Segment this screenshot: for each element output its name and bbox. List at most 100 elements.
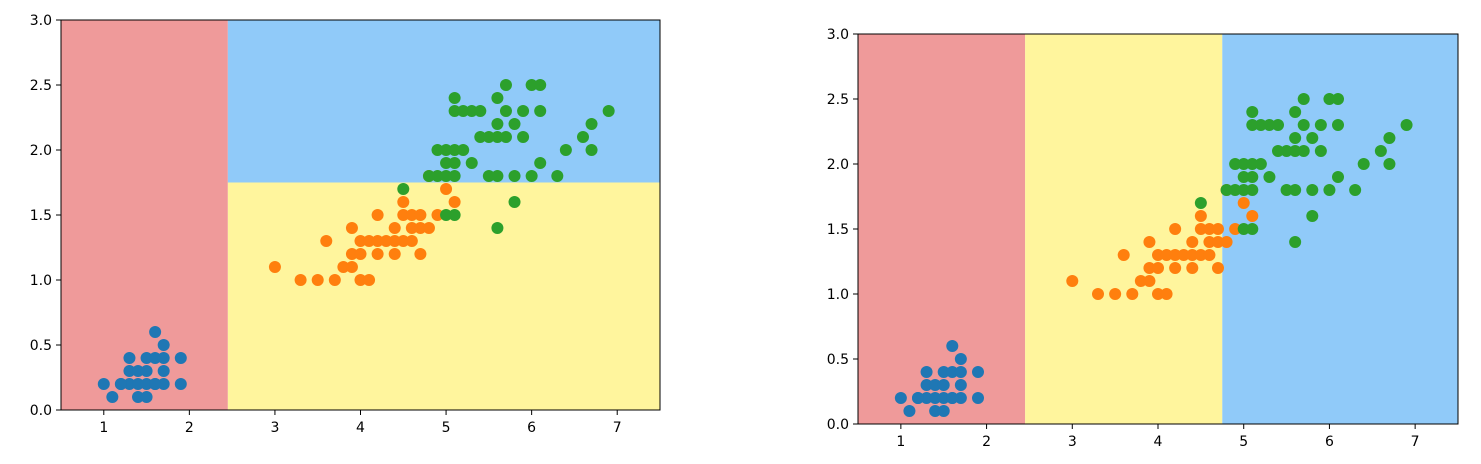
y-tick-label: 3.0 bbox=[30, 13, 52, 29]
data-point bbox=[1143, 275, 1156, 287]
y-tick-label: 2.0 bbox=[30, 143, 52, 159]
data-point bbox=[1297, 93, 1310, 105]
data-point bbox=[1229, 158, 1242, 170]
data-point bbox=[972, 392, 984, 404]
y-tick-label: 1.0 bbox=[30, 273, 52, 289]
data-point bbox=[1289, 132, 1302, 144]
data-point bbox=[311, 274, 324, 286]
data-point bbox=[440, 144, 453, 156]
data-point bbox=[431, 170, 444, 182]
data-point bbox=[1306, 184, 1319, 196]
data-point bbox=[132, 378, 145, 390]
data-point bbox=[1246, 106, 1259, 118]
data-point bbox=[1212, 236, 1224, 248]
data-point bbox=[422, 222, 435, 234]
series-1 bbox=[1066, 184, 1259, 300]
data-point bbox=[1152, 262, 1164, 274]
data-point bbox=[1332, 93, 1344, 105]
data-point bbox=[1134, 275, 1147, 287]
data-point bbox=[954, 366, 967, 378]
data-point bbox=[1194, 197, 1207, 209]
data-point bbox=[1237, 184, 1250, 196]
data-point bbox=[1357, 158, 1370, 170]
data-point bbox=[1237, 197, 1250, 209]
data-point bbox=[576, 131, 589, 143]
data-point bbox=[345, 261, 358, 273]
y-tick-label: 0.5 bbox=[30, 338, 52, 354]
data-point bbox=[929, 392, 942, 404]
data-point bbox=[1169, 223, 1182, 235]
decision-region bbox=[1025, 34, 1223, 424]
x-tick-label: 4 bbox=[1154, 434, 1163, 450]
data-point bbox=[491, 222, 504, 234]
data-point bbox=[1186, 262, 1199, 274]
data-point bbox=[1246, 171, 1259, 183]
data-point bbox=[602, 105, 615, 117]
data-point bbox=[1237, 158, 1250, 170]
data-point bbox=[1203, 223, 1216, 235]
data-point bbox=[1186, 236, 1199, 248]
data-point bbox=[1246, 119, 1259, 131]
data-point bbox=[559, 144, 572, 156]
x-tick-label: 4 bbox=[356, 420, 365, 436]
data-point bbox=[123, 378, 136, 390]
data-point bbox=[457, 105, 470, 117]
data-point bbox=[149, 352, 162, 364]
data-point bbox=[440, 209, 453, 221]
data-point bbox=[1152, 288, 1164, 300]
data-point bbox=[585, 144, 598, 156]
data-point bbox=[448, 92, 461, 104]
data-point bbox=[440, 170, 453, 182]
data-point bbox=[448, 144, 461, 156]
data-point bbox=[149, 326, 162, 338]
data-point bbox=[920, 366, 933, 378]
data-point bbox=[397, 183, 410, 195]
data-point bbox=[1126, 288, 1139, 300]
data-point bbox=[448, 105, 461, 117]
decision-region bbox=[61, 20, 228, 410]
y-axis: 0.0 0.5 1.0 1.5 2.0 2.5 3.0 bbox=[827, 27, 858, 433]
data-point bbox=[954, 353, 967, 365]
data-point bbox=[585, 118, 598, 130]
data-point bbox=[345, 248, 358, 260]
x-tick-label: 7 bbox=[1411, 434, 1420, 450]
data-point bbox=[363, 235, 376, 247]
data-point bbox=[405, 222, 418, 234]
y-tick-label: 0.5 bbox=[827, 352, 849, 368]
series-0 bbox=[894, 340, 984, 417]
x-tick-label: 1 bbox=[99, 420, 108, 436]
y-tick-label: 1.5 bbox=[30, 208, 52, 224]
y-tick-label: 2.5 bbox=[30, 78, 52, 94]
y-tick-label: 2.0 bbox=[827, 157, 849, 173]
data-point bbox=[140, 378, 153, 390]
y-tick-label: 2.5 bbox=[827, 92, 849, 108]
data-point bbox=[1160, 288, 1173, 300]
x-tick-label: 5 bbox=[1239, 434, 1248, 450]
data-point bbox=[328, 274, 341, 286]
data-point bbox=[499, 105, 512, 117]
data-point bbox=[1297, 145, 1310, 157]
data-point bbox=[414, 209, 427, 221]
y-axis: 0.0 0.5 1.0 1.5 2.0 2.5 3.0 bbox=[30, 13, 61, 419]
data-point bbox=[508, 118, 521, 130]
data-point bbox=[1203, 249, 1216, 261]
data-point bbox=[1169, 249, 1182, 261]
data-point bbox=[534, 79, 547, 91]
data-point bbox=[1212, 223, 1224, 235]
data-point bbox=[268, 261, 281, 273]
data-point bbox=[491, 170, 504, 182]
data-point bbox=[499, 131, 512, 143]
data-point bbox=[1306, 210, 1319, 222]
data-point bbox=[354, 248, 367, 260]
data-point bbox=[929, 379, 942, 391]
data-point bbox=[1332, 119, 1344, 131]
x-axis: 1 2 3 4 5 6 7 bbox=[99, 410, 622, 436]
data-point bbox=[1263, 119, 1276, 131]
data-point bbox=[1220, 236, 1233, 248]
data-point bbox=[1186, 249, 1199, 261]
data-point bbox=[954, 379, 967, 391]
chart-right-svg: 1 2 3 4 5 6 7 0.0 0.5 1.0 1.5 2.0 2.5 3.0 bbox=[827, 27, 1459, 450]
data-point bbox=[1280, 184, 1293, 196]
data-point bbox=[946, 392, 959, 404]
data-point bbox=[1169, 262, 1182, 274]
